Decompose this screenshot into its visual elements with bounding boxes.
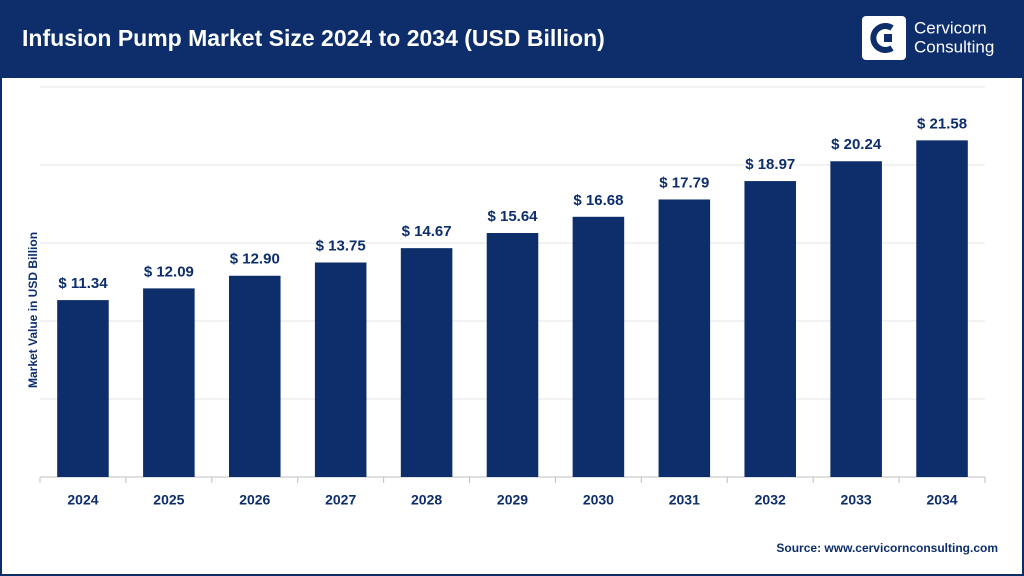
logo-mark bbox=[870, 23, 894, 53]
chart-title: Infusion Pump Market Size 2024 to 2034 (… bbox=[22, 25, 605, 51]
x-tick-label: 2024 bbox=[67, 492, 98, 508]
bar bbox=[486, 233, 539, 477]
data-label: $ 11.34 bbox=[58, 275, 108, 292]
data-label: $ 14.67 bbox=[402, 223, 452, 240]
bar bbox=[572, 216, 625, 478]
bar bbox=[744, 181, 796, 477]
data-label: $ 20.24 bbox=[831, 136, 882, 153]
bar bbox=[830, 161, 882, 478]
x-tick-label: 2029 bbox=[497, 492, 528, 508]
brand-name: Consulting bbox=[914, 37, 994, 56]
x-tick-label: 2025 bbox=[153, 492, 184, 508]
y-axis-label: Market Value in USD Billion bbox=[26, 232, 40, 388]
bar bbox=[143, 288, 195, 477]
header-band bbox=[0, 0, 1024, 78]
brand-name: Cervicorn bbox=[914, 18, 987, 37]
bar bbox=[400, 248, 453, 477]
x-tick-label: 2026 bbox=[239, 492, 270, 508]
data-label: $ 17.79 bbox=[659, 174, 709, 191]
bar bbox=[314, 262, 367, 477]
data-label: $ 15.64 bbox=[487, 208, 538, 225]
bar bbox=[658, 199, 711, 477]
logo-dot bbox=[884, 34, 892, 42]
data-label: $ 13.75 bbox=[316, 237, 366, 254]
data-label: $ 12.90 bbox=[230, 251, 280, 268]
x-tick-label: 2030 bbox=[583, 492, 614, 508]
x-tick-label: 2033 bbox=[841, 492, 872, 508]
data-label: $ 12.09 bbox=[144, 263, 194, 280]
source-note: Source: www.cervicornconsulting.com bbox=[776, 541, 998, 555]
data-label: $ 21.58 bbox=[917, 115, 967, 132]
x-tick-label: 2031 bbox=[669, 492, 700, 508]
x-tick-label: 2027 bbox=[325, 492, 356, 508]
data-label: $ 16.68 bbox=[573, 192, 623, 209]
brand-logo: Cervicorn Consulting bbox=[862, 16, 994, 60]
x-tick-label: 2028 bbox=[411, 492, 442, 508]
x-tick-label: 2032 bbox=[755, 492, 786, 508]
bar bbox=[916, 140, 968, 478]
x-tick-label: 2034 bbox=[926, 492, 957, 508]
bar bbox=[57, 300, 109, 477]
bar bbox=[229, 275, 281, 477]
data-label: $ 18.97 bbox=[745, 156, 795, 173]
